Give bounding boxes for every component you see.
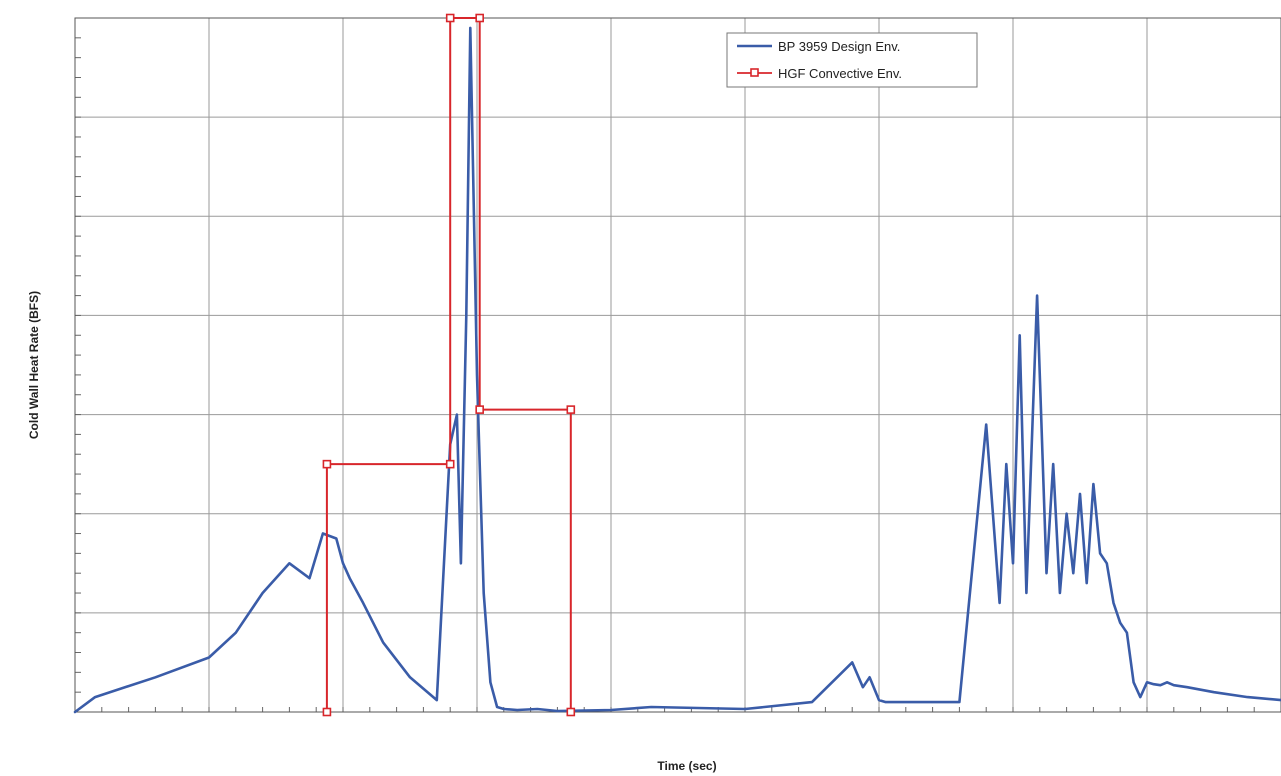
series-marker-hgf <box>322 459 332 469</box>
x-axis-title: Time (sec) <box>657 759 716 773</box>
y-axis-title: Cold Wall Heat Rate (BFS) <box>27 291 41 439</box>
series-marker-hgf <box>566 707 576 717</box>
series-line-hgf <box>325 17 572 713</box>
series-marker-hgf <box>566 405 576 414</box>
series-marker-hgf <box>475 405 484 414</box>
legend-label-bp3959: BP 3959 Design Env. <box>778 39 900 54</box>
legend-label-hgf: HGF Convective Env. <box>778 66 902 81</box>
chart-grid <box>75 17 1281 712</box>
series-layer <box>73 13 1281 717</box>
chart-legend: BP 3959 Design Env. HGF Convective Env. <box>726 32 978 88</box>
legend-box <box>726 32 978 88</box>
legend-marker-hgf <box>750 68 759 77</box>
series-marker-hgf <box>322 707 332 717</box>
series-marker-hgf <box>445 459 455 469</box>
chart-minor-ticks <box>74 17 1281 713</box>
plot-frame <box>74 17 1281 713</box>
series-marker-hgf <box>475 13 484 23</box>
series-line-bp3959 <box>73 26 1281 714</box>
series-marker-hgf <box>445 13 455 23</box>
